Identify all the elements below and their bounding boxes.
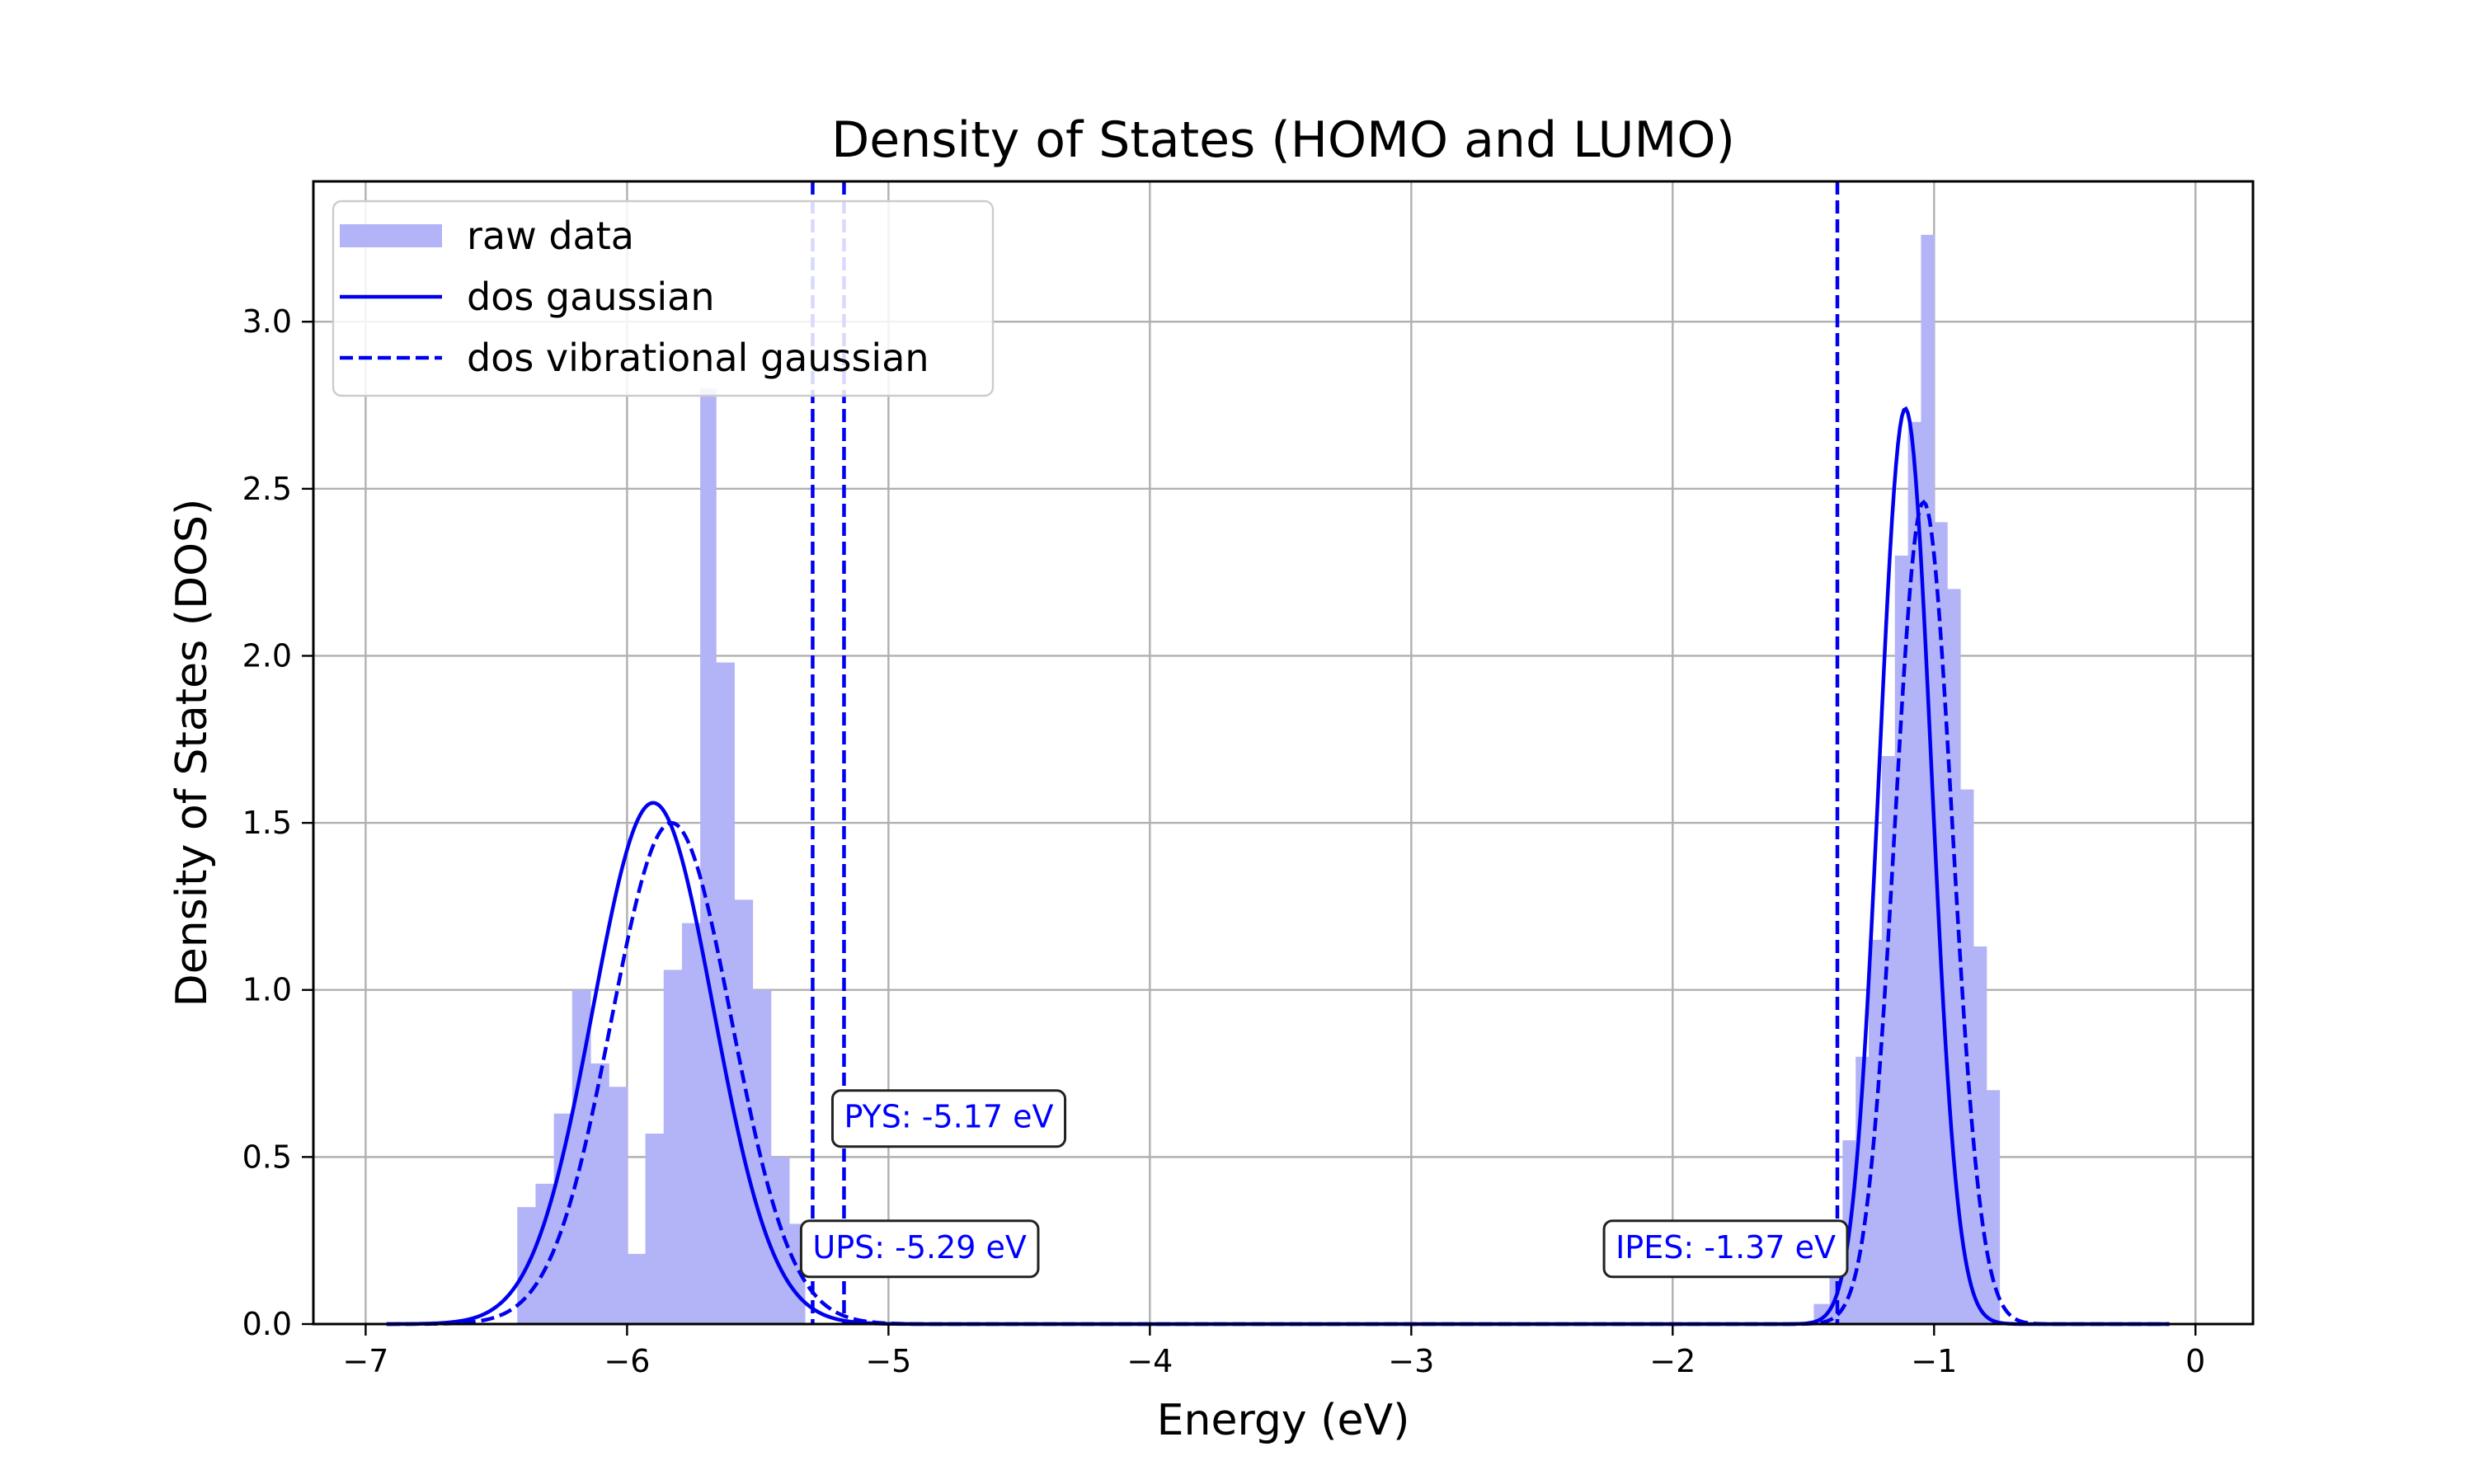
histogram-bar	[752, 989, 772, 1324]
y-tick-label: 1.0	[242, 972, 292, 1008]
annotation: PYS: -5.17 eV	[830, 1089, 1067, 1148]
histogram-bar	[571, 989, 591, 1324]
x-tick-label: −3	[1388, 1343, 1434, 1379]
axis-ticks: −7 −6 −5 −4 −3 −2 −1 0 0.0 0.5 1.0 1.5 2.0 2.5 3.0	[242, 303, 2206, 1379]
histogram-bar	[700, 388, 717, 1324]
histogram-bar	[1894, 555, 1909, 1324]
chart-title: Density of States (HOMO and LUMO)	[831, 111, 1735, 169]
annotation: UPS: -5.29 eV	[799, 1219, 1040, 1279]
y-tick-label: 0.0	[242, 1306, 292, 1342]
histogram-bar	[663, 970, 683, 1324]
histogram-bar	[681, 923, 701, 1324]
annotation-label: PYS: -5.17 eV	[844, 1099, 1053, 1135]
x-tick-label: −6	[604, 1343, 650, 1379]
y-tick-label: 3.0	[242, 303, 292, 340]
raw-data-bars	[517, 234, 2001, 1325]
x-tick-label: −2	[1649, 1343, 1696, 1379]
legend-label: raw data	[467, 214, 634, 258]
histogram-bar	[1907, 421, 1922, 1325]
x-tick-label: −7	[342, 1343, 388, 1379]
legend-label: dos vibrational gaussian	[467, 336, 929, 380]
annotation-label: UPS: -5.29 eV	[812, 1229, 1027, 1266]
histogram-bar	[770, 1157, 790, 1324]
histogram-bar	[609, 1087, 628, 1324]
histogram-bar	[1934, 522, 1948, 1324]
x-tick-label: −4	[1126, 1343, 1173, 1379]
y-tick-label: 2.5	[242, 471, 292, 507]
histogram-bar	[716, 662, 735, 1324]
histogram-bar	[553, 1113, 573, 1324]
x-axis-label: Energy (eV)	[1157, 1396, 1410, 1445]
histogram-bar	[535, 1183, 555, 1324]
annotation: IPES: -1.37 eV	[1602, 1219, 1849, 1279]
y-axis-label: Density of States (DOS)	[167, 499, 217, 1007]
legend-frame	[332, 200, 995, 397]
histogram-bar	[1869, 939, 1883, 1324]
annotations: PYS: -5.17 eV UPS: -5.29 eV IPES: -1.37 eV	[799, 1089, 1849, 1279]
histogram-bar	[627, 1253, 647, 1324]
annotation-box	[1602, 1219, 1849, 1279]
legend-swatch-raw-data	[340, 224, 442, 247]
y-tick-label: 0.5	[242, 1139, 292, 1175]
annotation-box	[799, 1219, 1040, 1279]
annotation-label: IPES: -1.37 eV	[1616, 1229, 1836, 1266]
histogram-bar	[1986, 1090, 2001, 1324]
x-tick-label: −5	[865, 1343, 911, 1379]
histogram-bar	[645, 1134, 665, 1324]
annotation-box	[830, 1089, 1067, 1148]
x-tick-label: −1	[1911, 1343, 1957, 1379]
histogram-bar	[590, 1063, 609, 1324]
x-tick-label: 0	[2185, 1343, 2205, 1379]
histogram-bar	[734, 899, 754, 1324]
plot-frame	[312, 180, 2255, 1326]
histogram-bar	[1973, 946, 1987, 1324]
legend: raw data dos gaussian dos vibrational gaus…	[332, 200, 995, 397]
histogram-bar	[1921, 234, 1935, 1325]
y-tick-label: 2.0	[242, 637, 292, 674]
legend-label: dos gaussian	[467, 275, 715, 319]
histogram-bar	[1959, 789, 1974, 1324]
y-tick-label: 1.5	[242, 805, 292, 841]
